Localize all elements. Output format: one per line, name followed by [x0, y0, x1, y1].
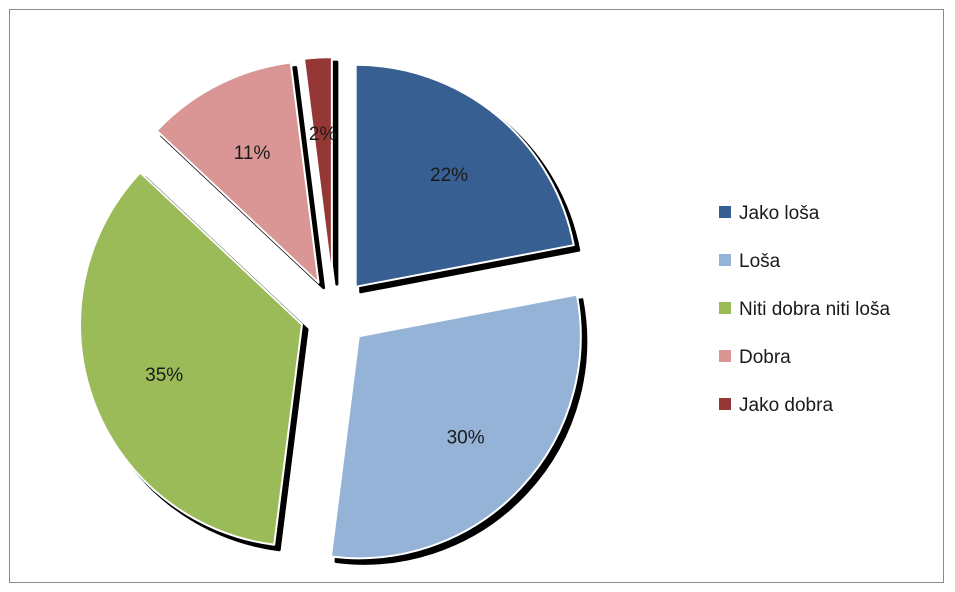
legend-swatch-jako-dobra — [719, 398, 731, 410]
legend-label-losa: Loša — [739, 251, 781, 272]
data-label-jako-losa: 22% — [430, 165, 468, 186]
slice-dobra[interactable] — [155, 61, 320, 284]
legend-label-jako-dobra: Jako dobra — [739, 395, 833, 416]
slice-jako-losa[interactable] — [354, 63, 575, 288]
data-label-jako-dobra: 2% — [309, 124, 337, 145]
pie-slices — [79, 56, 588, 565]
data-label-dobra: 11% — [234, 143, 271, 164]
data-label-niti-dobra-niti-losa: 35% — [145, 365, 183, 386]
legend-label-niti-dobra-niti-losa: Niti dobra niti loša — [739, 299, 890, 320]
legend-swatch-dobra — [719, 350, 731, 362]
legend-swatch-niti-dobra-niti-losa — [719, 302, 731, 314]
slice-jako-dobra[interactable] — [303, 56, 333, 281]
data-labels: 22% 30% 35% 11% 2% — [145, 124, 485, 449]
data-label-losa: 30% — [447, 428, 485, 449]
legend-label-jako-losa: Jako loša — [739, 203, 820, 224]
legend-swatch-losa — [719, 254, 731, 266]
slice-niti-dobra-niti-losa[interactable] — [79, 171, 304, 546]
slice-losa[interactable] — [329, 293, 582, 560]
legend: Jako loša Loša Niti dobra niti loša Dobra Ja… — [719, 203, 890, 416]
legend-swatch-jako-losa — [719, 206, 731, 218]
legend-label-dobra: Dobra — [739, 347, 791, 368]
